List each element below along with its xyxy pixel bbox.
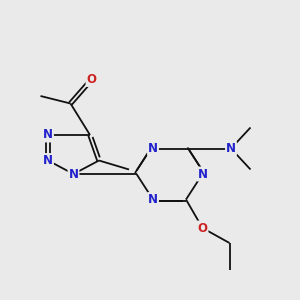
Text: O: O (86, 73, 97, 86)
Text: N: N (43, 154, 53, 167)
Text: O: O (197, 221, 208, 235)
Text: N: N (197, 167, 208, 181)
Text: N: N (148, 193, 158, 206)
Text: N: N (148, 142, 158, 155)
Text: N: N (43, 128, 53, 142)
Text: N: N (68, 167, 79, 181)
Text: N: N (226, 142, 236, 155)
